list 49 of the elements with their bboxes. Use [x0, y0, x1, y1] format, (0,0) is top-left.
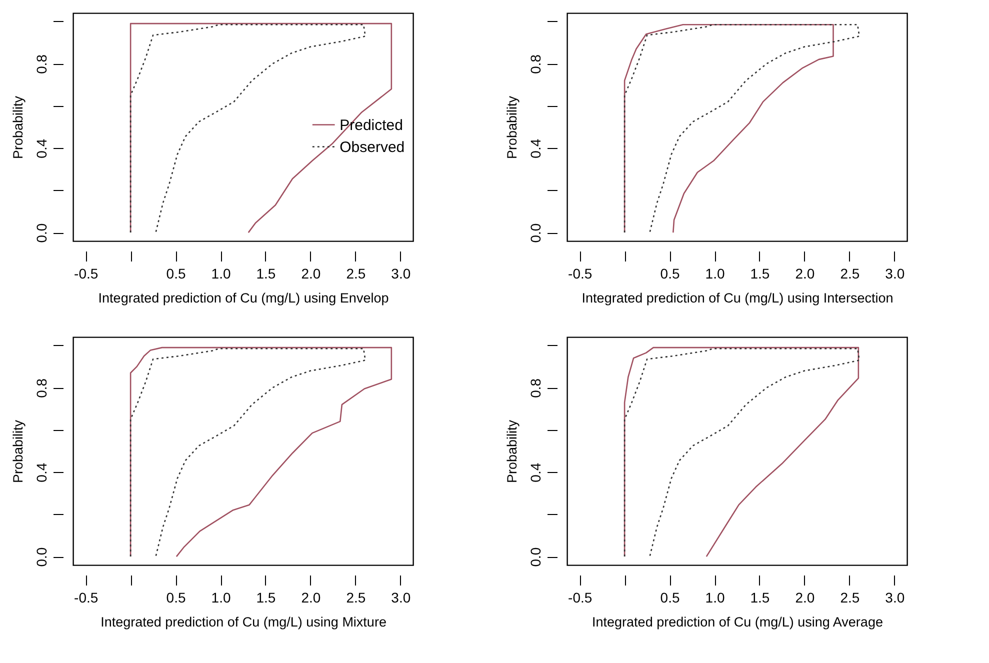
y-tick-label: 0.0: [34, 223, 50, 243]
x-tick-label: 3.0: [391, 590, 411, 606]
x-axis-title: Integrated prediction of Cu (mg/L) using Mixture: [100, 614, 386, 630]
y-tick-label: 0.8: [528, 378, 544, 398]
x-axis-title: Integrated prediction of Cu (mg/L) using Intersection: [582, 290, 894, 306]
x-tick-label: 1.5: [256, 590, 276, 606]
x-tick-label: 1.0: [705, 266, 725, 282]
y-tick-label: 0.8: [34, 54, 50, 74]
x-tick-label: 0.5: [166, 590, 186, 606]
y-tick-label: 0.4: [528, 462, 544, 482]
y-tick-label: 0.8: [34, 378, 50, 398]
x-tick-label: 2.0: [795, 266, 815, 282]
x-tick-label: 2.0: [301, 590, 321, 606]
y-tick-label: 0.0: [528, 223, 544, 243]
x-tick-label: -0.5: [568, 266, 592, 282]
x-tick-label: 3.0: [885, 266, 905, 282]
x-axis-title: Integrated prediction of Cu (mg/L) using Envelop: [98, 290, 389, 306]
y-axis-title: Probability: [504, 96, 520, 160]
y-tick-label: 0.0: [528, 547, 544, 567]
y-tick-label: 0.4: [528, 138, 544, 158]
x-tick-label: -0.5: [568, 590, 592, 606]
x-tick-label: 0.5: [660, 266, 680, 282]
x-tick-label: 2.5: [840, 266, 860, 282]
legend-label: Observed: [340, 138, 405, 156]
y-axis-title: Probability: [504, 420, 520, 484]
x-tick-label: 1.5: [256, 266, 276, 282]
x-tick-label: -0.5: [74, 590, 98, 606]
x-tick-label: 1.5: [750, 590, 770, 606]
y-tick-label: 0.8: [528, 54, 544, 74]
x-tick-label: 3.0: [391, 266, 411, 282]
x-tick-label: 0.5: [660, 590, 680, 606]
x-tick-label: 2.0: [301, 266, 321, 282]
x-tick-label: 1.5: [750, 266, 770, 282]
x-tick-label: 1.0: [211, 266, 231, 282]
y-axis-title: Probability: [10, 420, 26, 484]
x-axis-title: Integrated prediction of Cu (mg/L) using Average: [592, 614, 883, 630]
y-tick-label: 0.4: [34, 138, 50, 158]
x-tick-label: 2.5: [840, 590, 860, 606]
x-tick-label: 2.0: [795, 590, 815, 606]
x-tick-label: 1.0: [705, 590, 725, 606]
x-tick-label: 0.5: [166, 266, 186, 282]
x-tick-label: 3.0: [885, 590, 905, 606]
x-tick-label: 2.5: [346, 590, 366, 606]
x-tick-label: 2.5: [346, 266, 366, 282]
x-tick-label: 1.0: [211, 590, 231, 606]
x-tick-label: -0.5: [74, 266, 98, 282]
y-tick-label: 0.0: [34, 547, 50, 567]
y-axis-title: Probability: [10, 96, 26, 160]
y-tick-label: 0.4: [34, 462, 50, 482]
